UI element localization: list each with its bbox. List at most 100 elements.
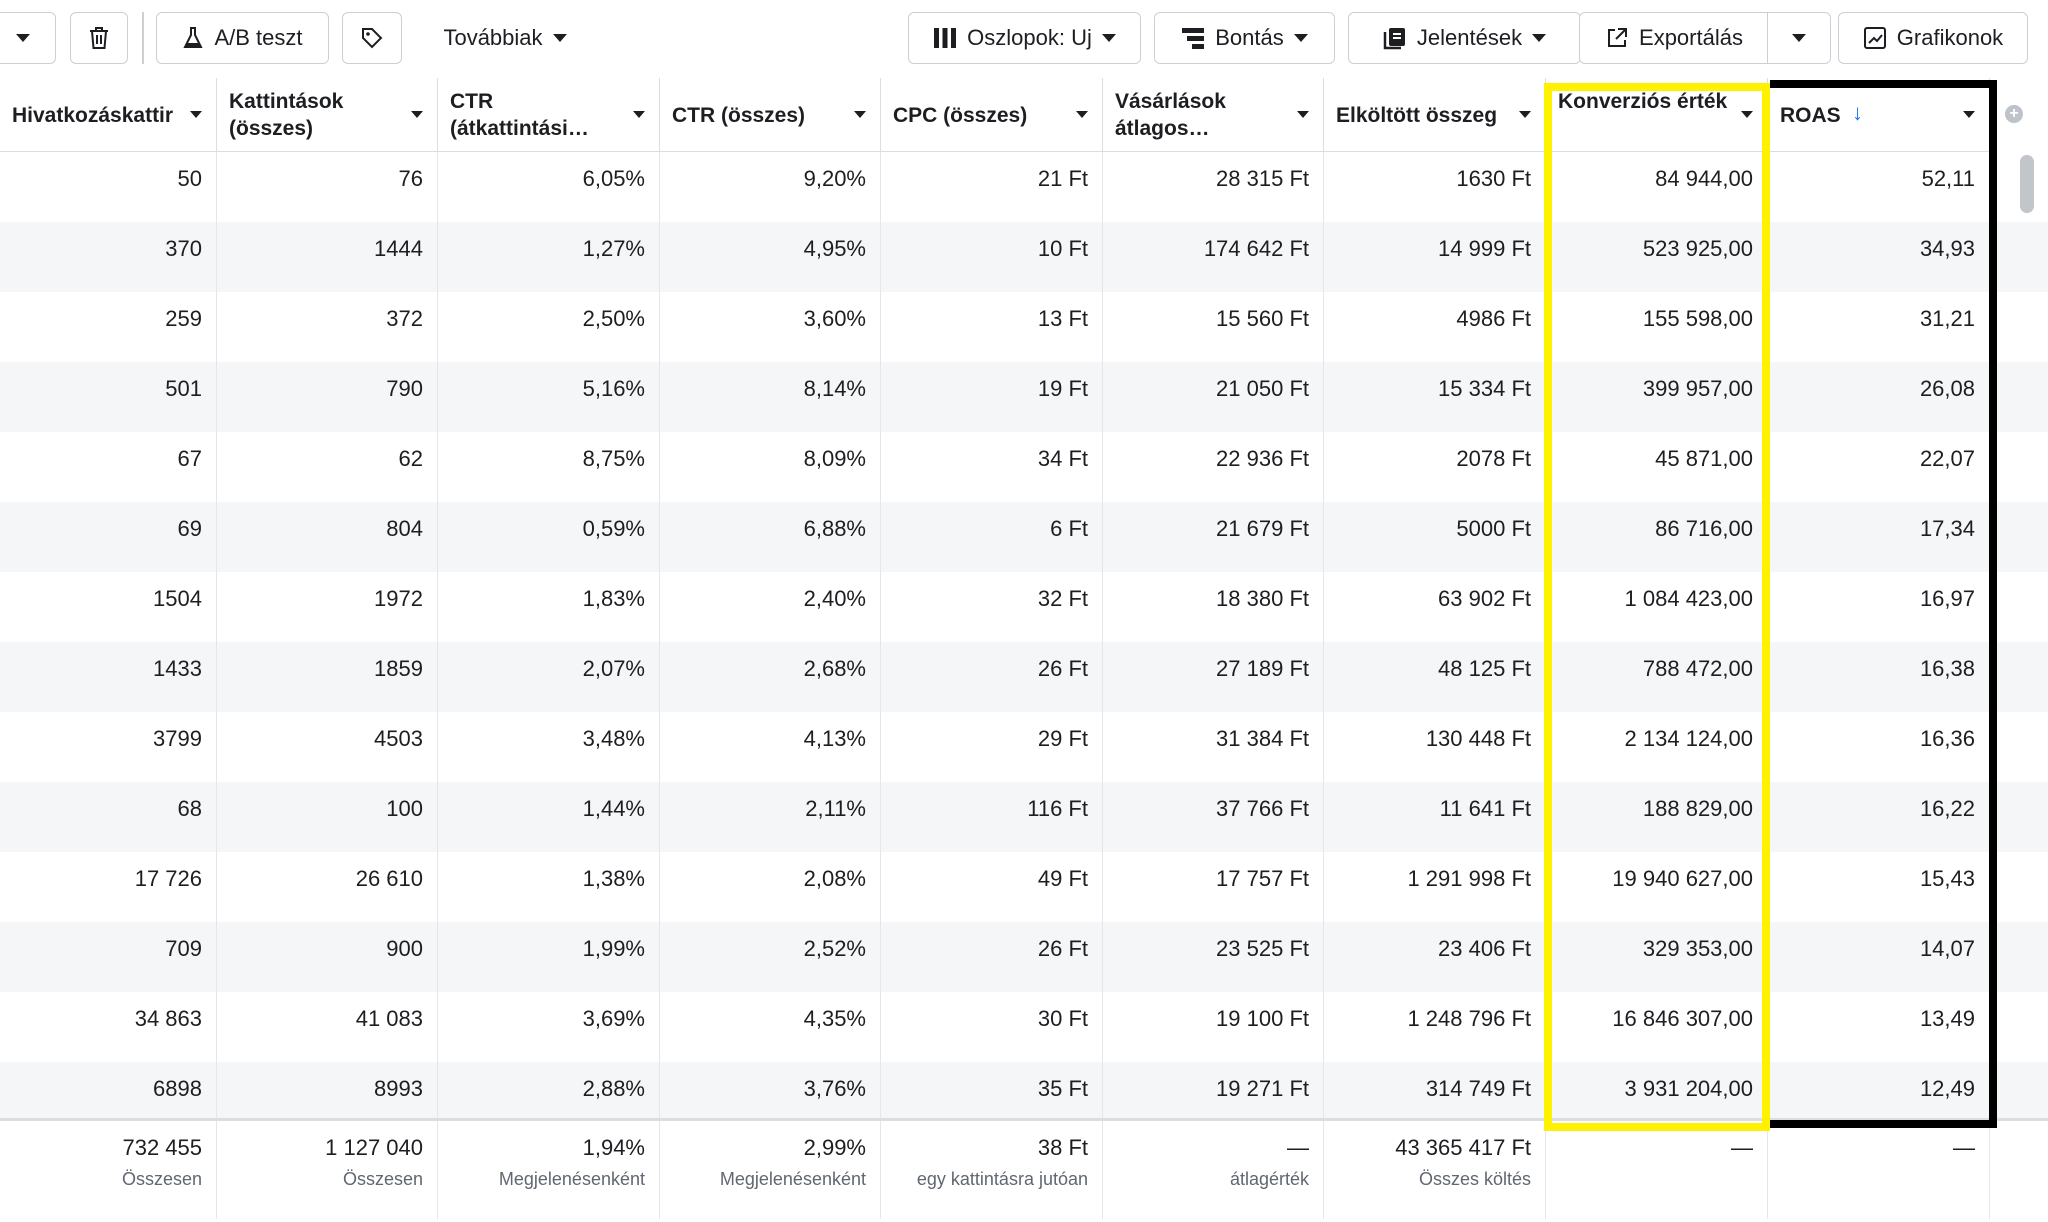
column-header-label: CTR (összes) [672, 104, 806, 127]
cell-clicks-all: 804 [217, 502, 438, 572]
ab-test-button[interactable]: A/B teszt [156, 12, 329, 64]
column-header-amount-spent[interactable]: Elköltött összeg [1324, 78, 1546, 152]
total-roas: — [1768, 1121, 1990, 1219]
cell-roas: 17,34 [1768, 502, 1990, 572]
chart-icon [1863, 27, 1886, 49]
total-caption: Megjelenésenként [498, 1169, 645, 1189]
cell-conversion-value: 523 925,00 [1546, 222, 1768, 292]
column-header-clicks-all[interactable]: Kattintások (összes) [217, 78, 438, 152]
cell-link-clicks: 17 726 [0, 852, 217, 922]
export-button[interactable]: Exportálás [1579, 12, 1769, 64]
export-dropdown-button[interactable] [1767, 12, 1831, 64]
add-column-icon[interactable]: + [2005, 105, 2023, 123]
cell-conversion-value: 188 829,00 [1546, 782, 1768, 852]
cell-amount-spent: 1 248 796 Ft [1324, 992, 1546, 1062]
vertical-scrollbar[interactable] [2020, 155, 2034, 213]
cell-purchase-avg: 21 050 Ft [1103, 362, 1324, 432]
cell-cpc-all: 19 Ft [881, 362, 1103, 432]
column-menu-caret-icon[interactable] [1519, 111, 1531, 118]
export-icon [1608, 28, 1628, 47]
column-menu-caret-icon[interactable] [1963, 111, 1975, 118]
cell-cpc-all: 35 Ft [881, 1062, 1103, 1132]
column-header-conversion-value[interactable]: Konverziós érték [1546, 78, 1768, 152]
chevron-down-icon [1792, 34, 1806, 42]
table-row[interactable]: 69 804 0,59% 6,88% 6 Ft 21 679 Ft 5000 Ft 86 71… [0, 502, 2048, 572]
delete-button[interactable] [70, 12, 128, 64]
charts-button[interactable]: Grafikonok [1838, 12, 2028, 64]
chevron-down-icon [1293, 34, 1308, 42]
table-row[interactable]: 17 726 26 610 1,38% 2,08% 49 Ft 17 757 Ft 1 29… [0, 852, 2048, 922]
cell-purchase-avg: 17 757 Ft [1103, 852, 1324, 922]
cell-clicks-all: 1859 [217, 642, 438, 712]
total-value: 1 127 040 [325, 1135, 423, 1160]
table-row[interactable]: 1433 1859 2,07% 2,68% 26 Ft 27 189 Ft 48 125 F… [0, 642, 2048, 712]
cell-clicks-all: 62 [217, 432, 438, 502]
cell-conversion-value: 86 716,00 [1546, 502, 1768, 572]
cell-link-clicks: 50 [0, 152, 217, 222]
column-menu-caret-icon[interactable] [1741, 111, 1753, 118]
table-row[interactable]: 259 372 2,50% 3,60% 13 Ft 15 560 Ft 4986 Ft 155… [0, 292, 2048, 362]
totals-row: 732 455 Összesen 1 127 040 Összesen 1,94% Meg… [0, 1118, 2048, 1222]
cell-clicks-all: 372 [217, 292, 438, 362]
cell-cpc-all: 116 Ft [881, 782, 1103, 852]
column-header-purchase-avg[interactable]: Vásárlások átlagos… [1103, 78, 1324, 152]
cell-link-clicks: 6898 [0, 1062, 217, 1132]
column-header-label: CTR (átkattintási… [450, 90, 589, 140]
total-value: — [1287, 1135, 1309, 1160]
cell-purchase-avg: 27 189 Ft [1103, 642, 1324, 712]
cell-ctr-all: 8,14% [660, 362, 881, 432]
column-header-ctr-link[interactable]: CTR (átkattintási… [438, 78, 660, 152]
dropdown-button[interactable] [0, 12, 56, 64]
cell-amount-spent: 2078 Ft [1324, 432, 1546, 502]
columns-button[interactable]: Oszlopok: Uj [908, 12, 1141, 64]
table-row[interactable]: 34 863 41 083 3,69% 4,35% 30 Ft 19 100 Ft 1 24… [0, 992, 2048, 1062]
table-row[interactable]: 1504 1972 1,83% 2,40% 32 Ft 18 380 Ft 63 902 F… [0, 572, 2048, 642]
column-menu-caret-icon[interactable] [190, 111, 202, 118]
column-header-roas[interactable]: ROAS ↓ [1768, 78, 1990, 152]
cell-amount-spent: 15 334 Ft [1324, 362, 1546, 432]
export-label: Exportálás [1639, 25, 1743, 50]
cell-ctr-link: 8,75% [438, 432, 660, 502]
cell-amount-spent: 48 125 Ft [1324, 642, 1546, 712]
tag-button[interactable] [342, 12, 402, 64]
more-button[interactable]: Továbbiak [425, 12, 585, 64]
column-header-link-clicks[interactable]: Hivatkozáskattir [0, 78, 217, 152]
toolbar: A/B teszt Továbbiak Oszlopok: Uj Bontás … [0, 0, 2048, 78]
reports-button[interactable]: Jelentések [1348, 12, 1581, 64]
column-menu-caret-icon[interactable] [411, 111, 423, 118]
cell-conversion-value: 3 931 204,00 [1546, 1062, 1768, 1132]
column-menu-caret-icon[interactable] [1076, 111, 1088, 118]
cell-cpc-all: 26 Ft [881, 922, 1103, 992]
column-menu-caret-icon[interactable] [854, 111, 866, 118]
cell-ctr-all: 2,52% [660, 922, 881, 992]
table-row[interactable]: 370 1444 1,27% 4,95% 10 Ft 174 642 Ft 14 999 F… [0, 222, 2048, 292]
total-caption: egy kattintásra jutóan [916, 1169, 1088, 1189]
cell-amount-spent: 130 448 Ft [1324, 712, 1546, 782]
cell-cpc-all: 21 Ft [881, 152, 1103, 222]
column-menu-caret-icon[interactable] [1297, 111, 1309, 118]
toolbar-divider [142, 12, 144, 64]
table-row[interactable]: 709 900 1,99% 2,52% 26 Ft 23 525 Ft 23 406 Ft 3… [0, 922, 2048, 992]
cell-cpc-all: 6 Ft [881, 502, 1103, 572]
cell-ctr-link: 1,38% [438, 852, 660, 922]
table-row[interactable]: 501 790 5,16% 8,14% 19 Ft 21 050 Ft 15 334 Ft 3… [0, 362, 2048, 432]
cell-purchase-avg: 18 380 Ft [1103, 572, 1324, 642]
cell-ctr-all: 9,20% [660, 152, 881, 222]
table-row[interactable]: 3799 4503 3,48% 4,13% 29 Ft 31 384 Ft 130 448 … [0, 712, 2048, 782]
column-menu-caret-icon[interactable] [633, 111, 645, 118]
cell-ctr-link: 5,16% [438, 362, 660, 432]
column-header-ctr-all[interactable]: CTR (összes) [660, 78, 881, 152]
cell-clicks-all: 41 083 [217, 992, 438, 1062]
column-header-cpc-all[interactable]: CPC (összes) [881, 78, 1103, 152]
cell-ctr-link: 1,27% [438, 222, 660, 292]
table-row[interactable]: 67 62 8,75% 8,09% 34 Ft 22 936 Ft 2078 Ft 45 87… [0, 432, 2048, 502]
table-row[interactable]: 50 76 6,05% 9,20% 21 Ft 28 315 Ft 1630 Ft 84 94… [0, 152, 2048, 222]
column-header-label: ROAS [1780, 104, 1841, 127]
reports-icon [1383, 28, 1405, 50]
table-row[interactable]: 68 100 1,44% 2,11% 116 Ft 37 766 Ft 11 641 Ft 1… [0, 782, 2048, 852]
total-ctr-link: 1,94% Megjelenésenként [438, 1121, 660, 1219]
breakdown-button[interactable]: Bontás [1154, 12, 1335, 64]
cell-conversion-value: 84 944,00 [1546, 152, 1768, 222]
cell-ctr-link: 1,83% [438, 572, 660, 642]
cell-ctr-all: 4,13% [660, 712, 881, 782]
